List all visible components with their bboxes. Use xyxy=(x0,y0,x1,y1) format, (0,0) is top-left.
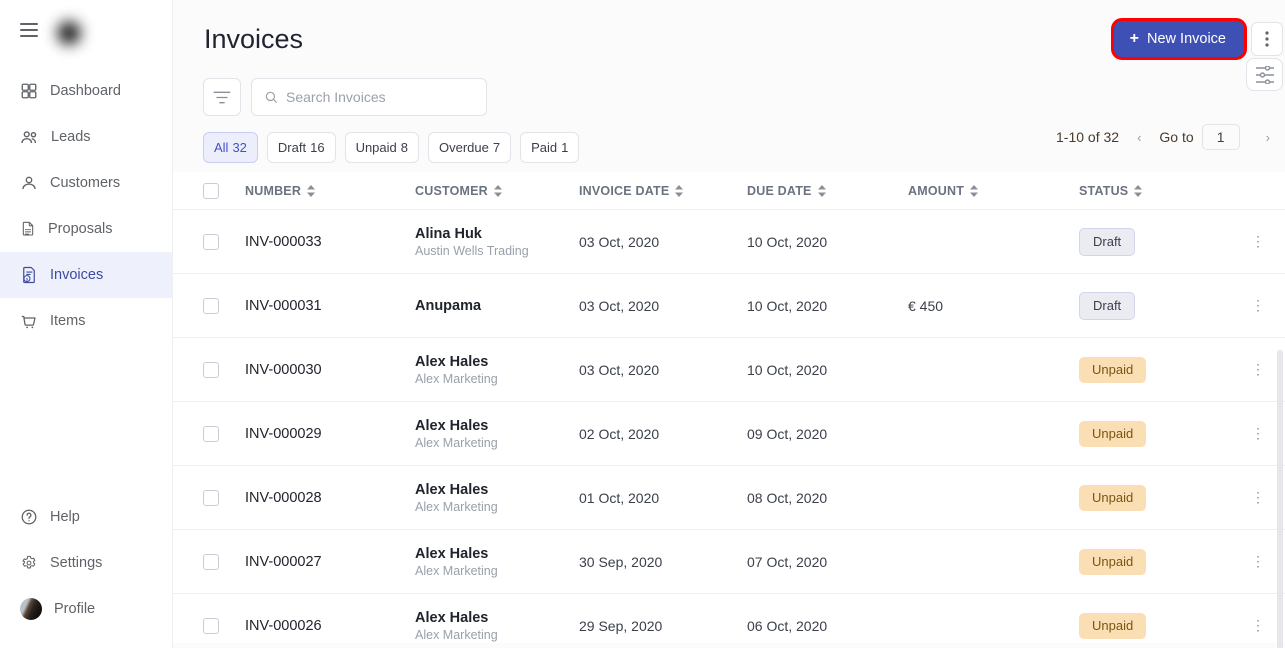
svg-text:$: $ xyxy=(26,277,28,281)
